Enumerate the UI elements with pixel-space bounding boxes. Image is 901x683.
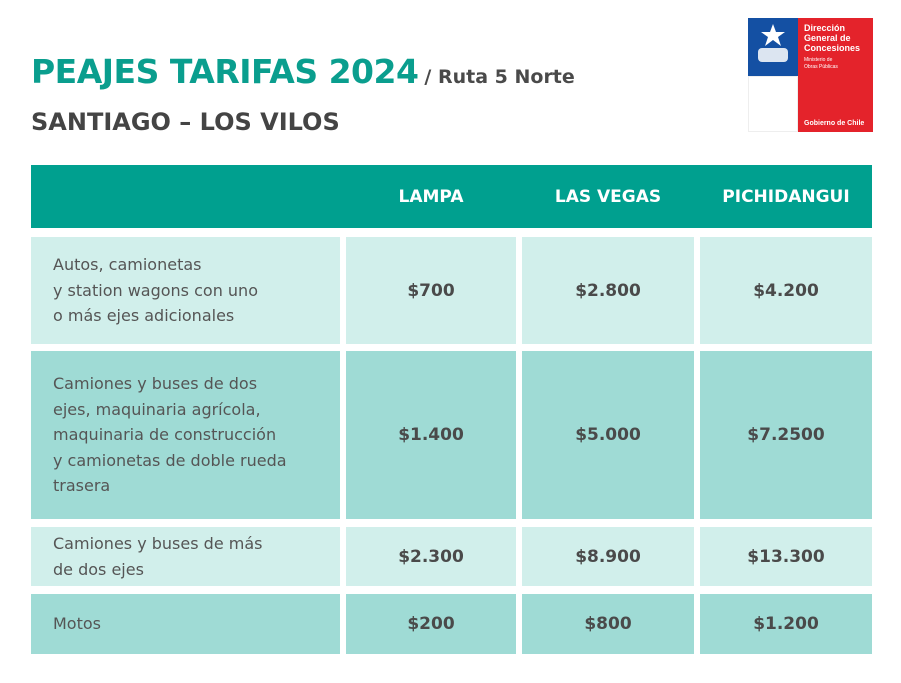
logo-red: Dirección General de Concesiones Ministe… — [798, 18, 873, 132]
price: $5.000 — [522, 351, 694, 519]
logo-text: General de — [804, 33, 851, 43]
label-line: trasera — [53, 476, 111, 496]
price: $2.300 — [346, 527, 516, 586]
title-text: PEAJES TARIFAS 2024 — [31, 52, 419, 91]
logo-text: Ministerio de — [804, 57, 833, 63]
label-line: Autos, camionetas — [53, 255, 202, 275]
price: $1.400 — [346, 351, 516, 519]
row-label: Autos, camionetas y station wagons con un… — [31, 237, 340, 344]
price: $2.800 — [522, 237, 694, 344]
price: $1.200 — [700, 594, 872, 654]
column-header: LAS VEGAS — [554, 186, 662, 207]
label-text: Autos, camionetas y station wagons con un… — [53, 252, 258, 329]
logo-blue — [748, 18, 798, 76]
table-header — [31, 165, 872, 228]
label-line: Camiones y buses de dos — [53, 374, 258, 394]
row-label: Motos — [31, 594, 340, 654]
logo: Dirección General de Concesiones Ministe… — [748, 18, 873, 132]
logo-text: Obras Públicas — [804, 64, 838, 70]
emblem — [758, 24, 788, 62]
subtitle: / Ruta 5 Norte — [424, 66, 575, 88]
label-text: Camiones y buses de dos ejes, maquinaria … — [53, 371, 287, 499]
title: PEAJES TARIFAS 2024/ Ruta 5 Norte — [31, 52, 575, 91]
price: $7.2500 — [700, 351, 872, 519]
column-header: PICHIDANGUI — [722, 186, 850, 207]
label-line: de dos ejes — [53, 559, 144, 579]
row-label: Camiones y buses de más de dos ejes — [31, 527, 340, 586]
price: $13.300 — [700, 527, 872, 586]
label-line: maquinaria de construcción — [53, 425, 277, 445]
label-text: Camiones y buses de más de dos ejes — [53, 531, 262, 582]
logo-text: Dirección — [804, 23, 846, 33]
price: $700 — [346, 237, 516, 344]
row-label: Camiones y buses de dos ejes, maquinaria … — [31, 351, 340, 519]
price: $4.200 — [700, 237, 872, 344]
route: SANTIAGO – LOS VILOS — [31, 108, 340, 136]
price: $800 — [522, 594, 694, 654]
price: $200 — [346, 594, 516, 654]
label-line: y station wagons con uno — [53, 280, 258, 300]
logo-white — [748, 76, 798, 132]
logo-text: Concesiones — [804, 43, 861, 53]
price: $8.900 — [522, 527, 694, 586]
label-line: y camionetas de doble rueda — [53, 450, 287, 470]
label-line: Motos — [53, 614, 101, 634]
label-line: o más ejes adicionales — [53, 306, 235, 326]
label-line: Camiones y buses de más — [53, 534, 263, 553]
logo-text: Gobierno de Chile — [804, 120, 865, 127]
column-header: LAMPA — [398, 186, 464, 207]
label-line: ejes, maquinaria agrícola, — [53, 399, 261, 419]
label-text: Motos — [53, 611, 101, 637]
